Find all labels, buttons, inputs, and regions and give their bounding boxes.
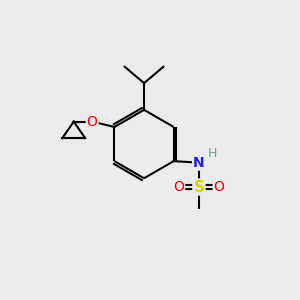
- Text: S: S: [194, 179, 204, 194]
- Text: H: H: [208, 147, 217, 160]
- Text: O: O: [87, 115, 98, 129]
- Text: O: O: [214, 180, 225, 194]
- Text: N: N: [193, 156, 205, 170]
- Text: O: O: [173, 180, 184, 194]
